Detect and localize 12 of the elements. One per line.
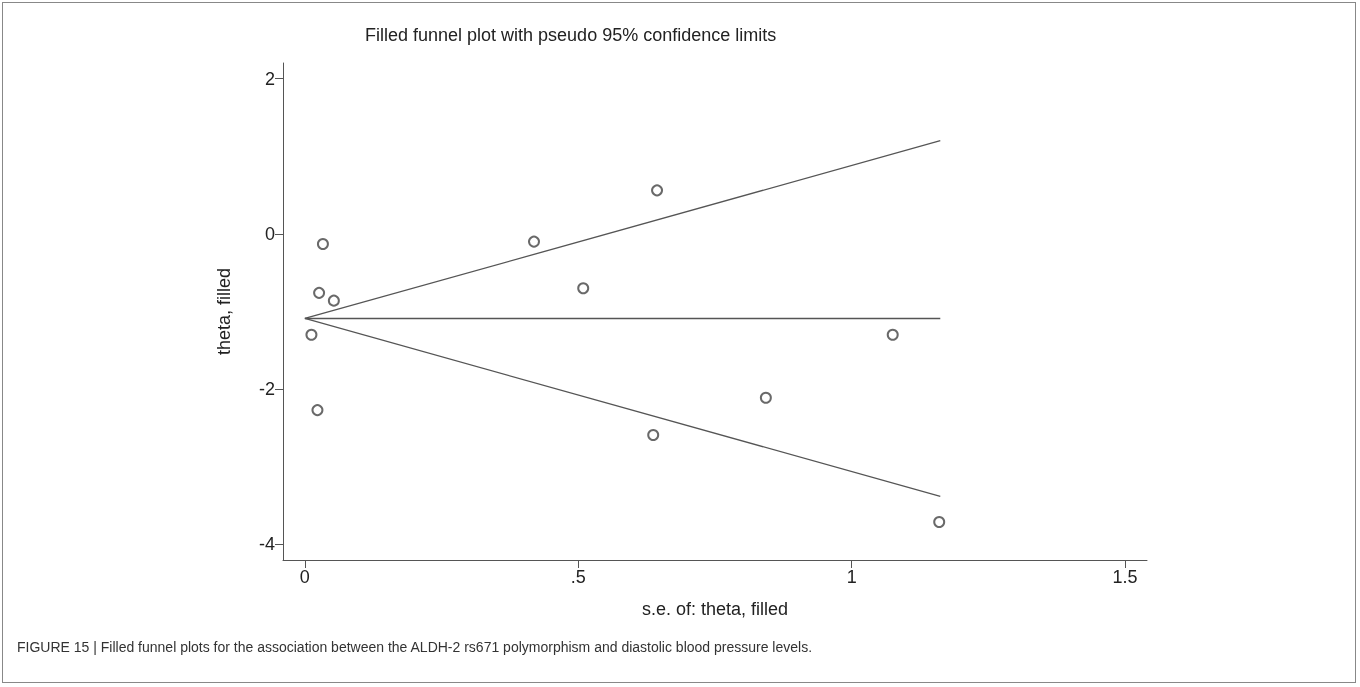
y-tick-label: -2 (258, 379, 275, 400)
x-tick-label: .5 (570, 567, 586, 587)
x-tick-label: 0 (299, 567, 310, 587)
chart-title: Filled funnel plot with pseudo 95% confidence limits (365, 25, 777, 45)
x-axis-title: s.e. of: theta, filled (641, 599, 789, 619)
y-axis-title: theta, filled (214, 267, 234, 356)
y-tick-label: 0 (264, 223, 275, 244)
x-tick-label: 1.5 (1112, 567, 1138, 587)
caption: FIGURE 15 | Filled funnel plots for the association between the ALDH-2 rs671 polymorphism and diastolic blood pressure levels. (17, 639, 813, 655)
y-tick-label: -4 (258, 534, 275, 555)
x-tick-label: 1 (846, 567, 857, 587)
y-tick-label: 2 (264, 68, 275, 89)
